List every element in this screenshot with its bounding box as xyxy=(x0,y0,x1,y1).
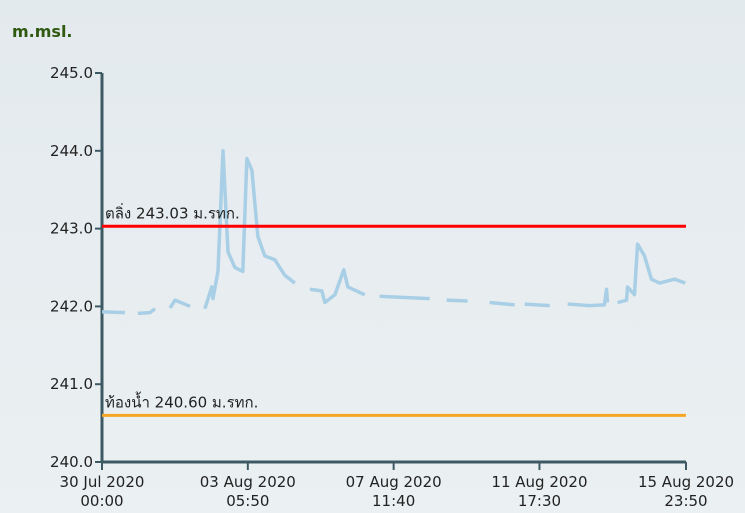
data-line xyxy=(379,294,430,301)
y-tick-label: 244.0 xyxy=(50,142,93,160)
y-tick-label: 242.0 xyxy=(50,297,93,315)
data-line xyxy=(101,310,125,315)
data-line xyxy=(168,298,191,309)
data-line xyxy=(137,307,157,316)
x-tick-label: 03 Aug 2020 05:50 xyxy=(199,473,296,510)
x-tick-label: 15 Aug 2020 23:50 xyxy=(637,473,735,510)
y-tick-label: 241.0 xyxy=(50,375,93,393)
data-line xyxy=(489,300,515,307)
y-tick-label: 243.0 xyxy=(50,220,93,238)
x-tick-label: 30 Jul 2020 00:00 xyxy=(59,473,145,510)
data-line xyxy=(617,242,686,305)
y-tick-label: 245.0 xyxy=(50,64,93,82)
data-line xyxy=(524,302,550,308)
reference-label: ท้องน้ำ 240.60 ม.รทก. xyxy=(105,391,258,411)
y-tick-label: 240.0 xyxy=(50,453,93,471)
data-line xyxy=(567,287,610,308)
y-axis-title: m.msl. xyxy=(12,22,73,41)
x-tick-label: 07 Aug 2020 11:40 xyxy=(345,473,442,510)
data-line xyxy=(309,268,366,305)
data-line xyxy=(446,298,468,303)
reference-label: ตลิ่ง 243.03 ม.รทก. xyxy=(105,202,240,222)
x-tick-label: 11 Aug 2020 17:30 xyxy=(491,473,588,510)
data-line xyxy=(203,149,296,310)
